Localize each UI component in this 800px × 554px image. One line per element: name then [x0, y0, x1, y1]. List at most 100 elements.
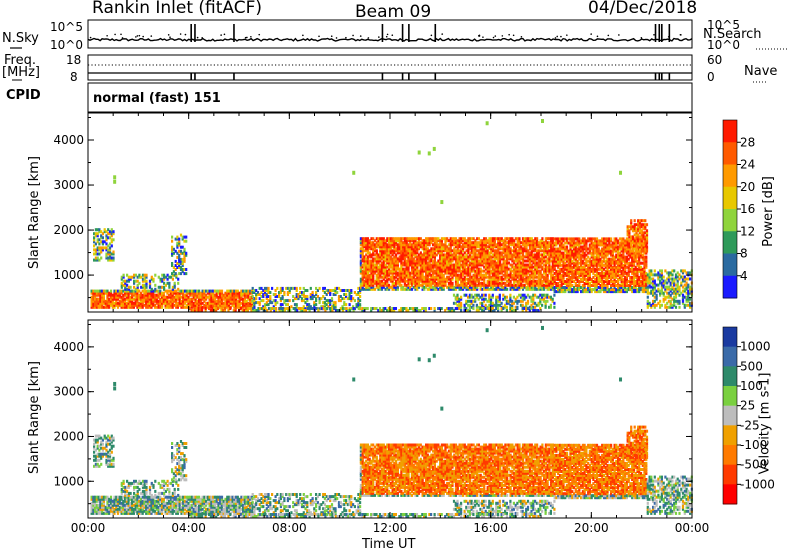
echo-cell [198, 299, 201, 303]
echo-cell [432, 263, 435, 267]
echo-cell [469, 237, 472, 241]
echo-cell [134, 287, 137, 291]
echo-cell [176, 291, 179, 295]
echo-cell [544, 267, 547, 271]
echo-cell [205, 303, 208, 307]
echo-cell [175, 273, 178, 277]
echo-cell [541, 237, 544, 241]
echo-cell [534, 259, 537, 263]
echo-cell [456, 255, 459, 259]
echo-cell [97, 291, 100, 295]
echo-cell [206, 303, 209, 307]
echo-cell [472, 283, 475, 287]
echo-cell [451, 269, 454, 273]
echo-cell [555, 241, 558, 245]
echo-cell [548, 245, 551, 249]
echo-cell [173, 283, 176, 287]
echo-cell [108, 291, 111, 295]
echo-cell [375, 257, 378, 261]
echo-cell [479, 253, 482, 257]
echo-cell [171, 253, 174, 257]
echo-cell [432, 247, 435, 251]
echo-cell [595, 251, 599, 255]
noise-search-dot [150, 35, 153, 37]
echo-cell [580, 271, 583, 275]
echo-cell [562, 275, 565, 279]
echo-cell [521, 241, 525, 245]
echo-cell [585, 290, 588, 294]
echo-cell [454, 283, 458, 287]
echo-cell [373, 267, 377, 271]
echo-cell [472, 285, 475, 289]
echo-cell [393, 249, 396, 253]
echo-cell [453, 255, 456, 259]
echo-cell [617, 267, 620, 271]
echo-cell [601, 267, 604, 271]
echo-cell [544, 293, 547, 297]
echo-cell [407, 249, 410, 253]
echo-cell [558, 253, 562, 257]
echo-cell [576, 253, 579, 257]
echo-cell [180, 301, 183, 305]
echo-cell [490, 251, 493, 255]
echo-cell [145, 301, 148, 305]
echo-cell [467, 281, 470, 285]
echo-cell [426, 287, 429, 291]
echo-cell [316, 307, 319, 311]
echo-cell [368, 245, 371, 249]
echo-cell [620, 261, 623, 265]
echo-cell [606, 271, 609, 275]
echo-cell [523, 241, 526, 245]
echo-cell [544, 247, 547, 251]
echo-cell [465, 287, 468, 291]
echo-cell [476, 275, 479, 279]
echo-cell [215, 295, 218, 299]
echo-cell [539, 279, 542, 283]
echo-cell [444, 245, 447, 249]
echo-cell [481, 301, 484, 305]
echo-cell [470, 241, 473, 245]
echo-cell [472, 279, 475, 283]
echo-cell [550, 245, 553, 249]
echo-cell [587, 265, 590, 269]
echo-cell [483, 247, 486, 251]
echo-cell [181, 270, 184, 274]
echo-cell [553, 293, 556, 297]
echo-cell [493, 287, 496, 291]
echo-cell [594, 263, 597, 267]
echo-cell [604, 275, 607, 279]
echo-cell [315, 299, 318, 303]
echo-cell [414, 237, 417, 241]
echo-cell [493, 269, 496, 273]
echo-cell [116, 293, 120, 297]
echo-cell [465, 267, 468, 271]
echo-cell [541, 249, 544, 253]
echo-cell [469, 243, 472, 247]
echo-cell [372, 253, 375, 257]
echo-cell [400, 255, 403, 259]
echo-cell [101, 293, 104, 297]
echo-cell [198, 291, 201, 295]
echo-cell [428, 277, 431, 281]
echo-cell [440, 265, 443, 269]
echo-cell [363, 259, 366, 263]
echo-cell [238, 299, 241, 303]
echo-cell [592, 263, 595, 267]
echo-cell [525, 237, 528, 241]
echo-cell [599, 273, 602, 277]
echo-cell [454, 261, 458, 265]
echo-cell [412, 265, 415, 269]
echo-cell [551, 249, 554, 253]
echo-cell [574, 237, 577, 241]
echo-cell [286, 286, 289, 290]
echo-cell [463, 269, 466, 273]
echo-cell [590, 239, 593, 243]
echo-cell [222, 301, 225, 305]
echo-cell [95, 299, 98, 303]
echo-cell [372, 285, 375, 289]
echo-cell [615, 239, 618, 243]
echo-cell [169, 297, 172, 301]
echo-cell [398, 243, 401, 247]
echo-cell [251, 291, 254, 294]
echo-cell [521, 277, 525, 281]
